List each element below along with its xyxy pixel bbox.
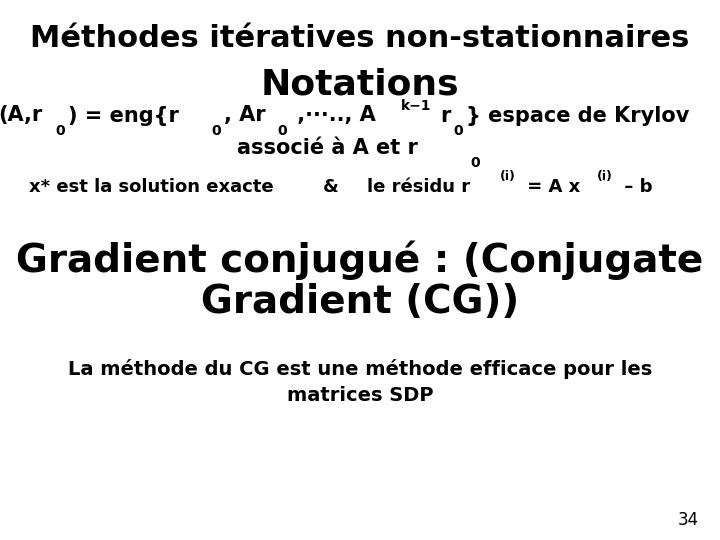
Text: 0: 0 xyxy=(453,124,463,138)
Text: 0: 0 xyxy=(277,124,287,138)
Text: matrices SDP: matrices SDP xyxy=(287,386,433,405)
Text: = A x: = A x xyxy=(521,178,580,195)
Text: &: & xyxy=(323,178,339,195)
Text: Gradient conjugué : (Conjugate: Gradient conjugué : (Conjugate xyxy=(17,240,703,280)
Text: 0: 0 xyxy=(56,124,66,138)
Text: } espace de Krylov: } espace de Krylov xyxy=(466,105,689,125)
Text: (i): (i) xyxy=(597,170,613,183)
Text: 0: 0 xyxy=(470,157,480,171)
Text: Notations: Notations xyxy=(261,68,459,102)
Text: (i): (i) xyxy=(500,170,516,183)
Text: (A,r: (A,r xyxy=(0,105,43,125)
Text: ) = eng{r: ) = eng{r xyxy=(68,105,179,125)
Text: r: r xyxy=(440,105,450,125)
Text: – b: – b xyxy=(618,178,652,195)
Text: La méthode du CG est une méthode efficace pour les: La méthode du CG est une méthode efficac… xyxy=(68,359,652,379)
Text: k−1: k−1 xyxy=(400,99,431,113)
Text: ,···.., A: ,···.., A xyxy=(290,105,376,125)
Text: le résidu r: le résidu r xyxy=(367,178,470,195)
Text: Méthodes itératives non-stationnaires: Méthodes itératives non-stationnaires xyxy=(30,24,690,53)
Text: , Ar: , Ar xyxy=(224,105,266,125)
Text: associé à A et r: associé à A et r xyxy=(237,138,418,158)
Text: 34: 34 xyxy=(678,511,698,529)
Text: Gradient (CG)): Gradient (CG)) xyxy=(201,284,519,321)
Text: x* est la solution exacte: x* est la solution exacte xyxy=(29,178,274,195)
Text: 0: 0 xyxy=(211,124,221,138)
